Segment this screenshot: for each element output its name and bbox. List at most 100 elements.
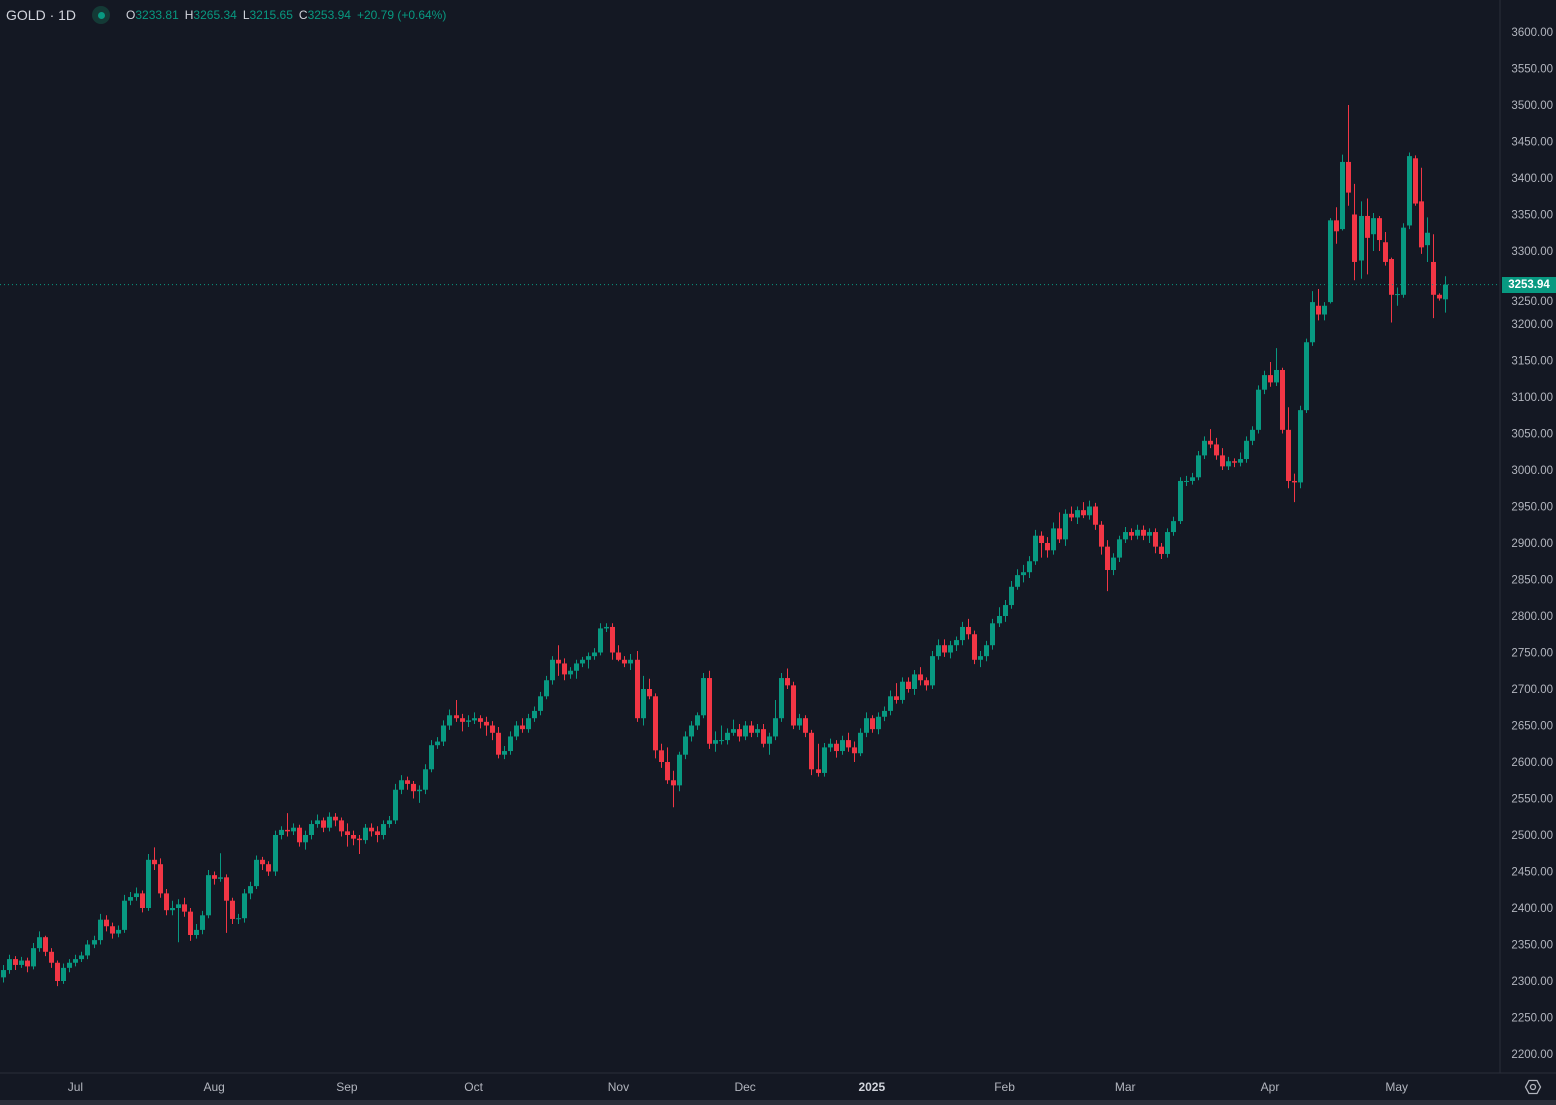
candle[interactable] (25, 957, 30, 973)
candle[interactable] (285, 813, 290, 837)
candle[interactable] (423, 764, 428, 795)
candle[interactable] (586, 652, 591, 669)
candle[interactable] (158, 858, 163, 898)
candle[interactable] (279, 826, 284, 840)
candle[interactable] (1431, 234, 1436, 319)
candle[interactable] (834, 740, 839, 758)
candle[interactable] (508, 731, 513, 755)
candle[interactable] (707, 670, 712, 749)
candle[interactable] (212, 871, 217, 885)
candle[interactable] (405, 776, 410, 790)
candle[interactable] (882, 706, 887, 722)
candle[interactable] (85, 940, 90, 960)
candle[interactable] (1117, 535, 1122, 562)
candle[interactable] (116, 925, 121, 938)
candle[interactable] (224, 874, 229, 933)
candle[interactable] (767, 732, 772, 755)
candle[interactable] (725, 728, 730, 745)
candle[interactable] (580, 656, 585, 668)
candle[interactable] (1359, 201, 1364, 279)
candle[interactable] (984, 640, 989, 662)
candle[interactable] (1274, 348, 1279, 387)
candle[interactable] (713, 731, 718, 752)
candle[interactable] (333, 813, 338, 827)
candle[interactable] (1202, 436, 1207, 460)
candle[interactable] (978, 651, 983, 668)
candle[interactable] (858, 728, 863, 757)
candle[interactable] (695, 712, 700, 730)
candle[interactable] (966, 618, 971, 640)
candle[interactable] (206, 870, 211, 919)
candle[interactable] (242, 889, 247, 923)
candle[interactable] (616, 645, 621, 662)
candle[interactable] (104, 915, 109, 932)
candle[interactable] (55, 960, 60, 987)
candle[interactable] (339, 817, 344, 837)
candle[interactable] (828, 738, 833, 752)
candle[interactable] (1208, 429, 1213, 449)
candle[interactable] (797, 713, 802, 730)
candle[interactable] (822, 743, 827, 777)
candle[interactable] (399, 775, 404, 795)
candle[interactable] (610, 623, 615, 660)
candle[interactable] (635, 651, 640, 722)
candle[interactable] (809, 729, 814, 776)
candle[interactable] (1027, 556, 1032, 579)
candle[interactable] (73, 954, 78, 967)
candle[interactable] (900, 677, 905, 704)
candle[interactable] (176, 899, 181, 943)
candle[interactable] (291, 823, 296, 835)
plot-area[interactable] (1, 105, 1448, 987)
candle[interactable] (43, 935, 48, 957)
candle[interactable] (1395, 287, 1400, 306)
candle[interactable] (435, 737, 440, 749)
price-axis[interactable]: 3600.00 3550.00 3500.00 3450.00 3400.00 3350.… (1511, 27, 1553, 1061)
candle[interactable] (1419, 167, 1424, 254)
candle[interactable] (254, 855, 259, 890)
candle[interactable] (466, 715, 471, 727)
candle[interactable] (1021, 564, 1026, 583)
candle[interactable] (67, 959, 72, 973)
candle[interactable] (1377, 215, 1382, 251)
candle[interactable] (779, 672, 784, 722)
candle[interactable] (369, 823, 374, 837)
candle[interactable] (92, 935, 97, 949)
candle[interactable] (743, 721, 748, 741)
candle[interactable] (411, 780, 416, 799)
candle[interactable] (110, 922, 115, 939)
candle[interactable] (1033, 529, 1038, 565)
candle[interactable] (604, 623, 609, 633)
candle[interactable] (315, 814, 320, 828)
candle[interactable] (1262, 370, 1267, 395)
candle[interactable] (930, 651, 935, 689)
candle[interactable] (1292, 473, 1297, 503)
candle[interactable] (677, 751, 682, 792)
candle[interactable] (737, 724, 742, 742)
candle[interactable] (1226, 456, 1231, 470)
candle[interactable] (1401, 223, 1406, 298)
candle[interactable] (496, 726, 501, 759)
candle[interactable] (852, 741, 857, 762)
candle[interactable] (641, 675, 646, 726)
candle[interactable] (363, 824, 368, 844)
candle[interactable] (303, 830, 308, 850)
candle[interactable] (454, 699, 459, 722)
gear-icon[interactable] (1524, 1078, 1542, 1096)
candle[interactable] (1238, 452, 1243, 467)
candle[interactable] (441, 720, 446, 746)
candle[interactable] (1371, 213, 1376, 251)
candle[interactable] (61, 963, 66, 984)
candle[interactable] (1129, 528, 1134, 541)
candle[interactable] (942, 639, 947, 657)
candle[interactable] (1099, 521, 1104, 555)
candle[interactable] (761, 724, 766, 748)
candle[interactable] (122, 894, 127, 933)
candle[interactable] (701, 672, 706, 719)
candle[interactable] (1220, 448, 1225, 470)
candle[interactable] (345, 823, 350, 847)
candle[interactable] (297, 824, 302, 847)
candle[interactable] (628, 653, 633, 671)
candle[interactable] (1153, 528, 1158, 554)
candle[interactable] (375, 826, 380, 843)
candle[interactable] (1310, 291, 1315, 346)
